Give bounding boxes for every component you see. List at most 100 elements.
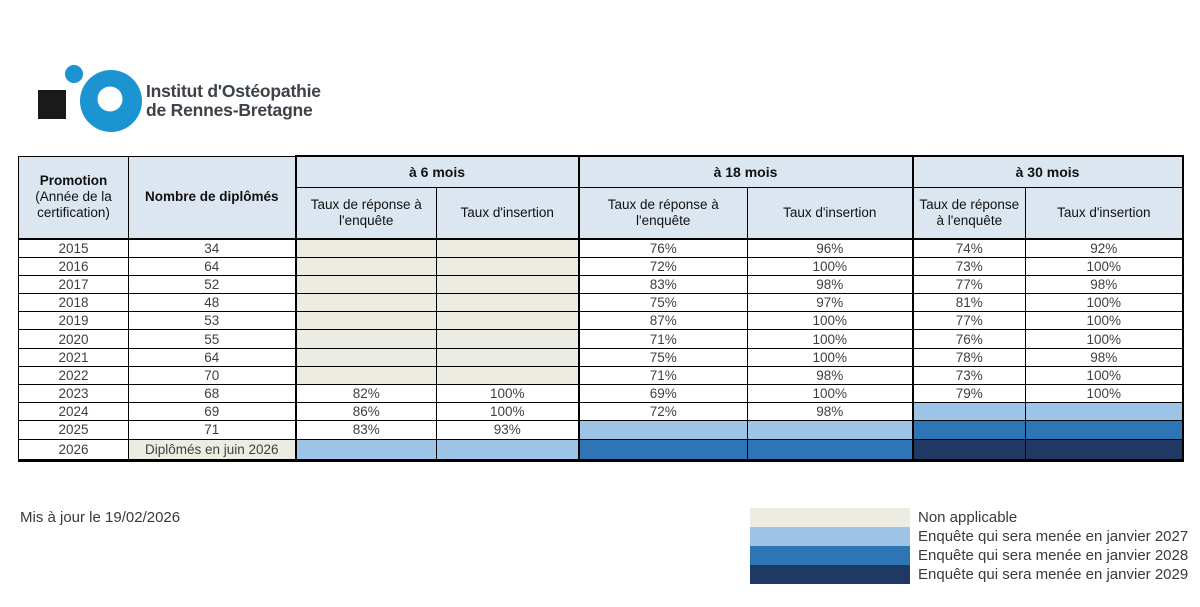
header-group-18-months: à 18 mois: [577, 155, 914, 188]
header-diplomes: Nombre de diplômés: [128, 155, 296, 240]
header-promotion-sub: (Année de la certification): [35, 189, 112, 221]
cell-value: 74%: [911, 238, 1027, 258]
cell-value: [436, 256, 579, 276]
cell-year: 2018: [18, 293, 129, 313]
header-response-18: Taux de réponse à l'enquête: [577, 186, 748, 240]
cell-diplomes: 69: [128, 402, 296, 422]
table-row: 2025 71 83% 93%: [18, 420, 1184, 440]
cell-value: 75%: [577, 293, 748, 313]
table-row: 2024 69 86% 100% 72% 98%: [18, 402, 1184, 422]
legend-swatch: [750, 508, 910, 527]
cell-value: 76%: [577, 238, 748, 258]
cell-diplomes: 70: [128, 365, 296, 386]
table-row: 2023 68 82% 100% 69% 100% 79% 100%: [18, 383, 1184, 404]
cell-value: [436, 293, 579, 313]
logo-title-line2: de Rennes-Bretagne: [146, 100, 313, 120]
cell-value: [911, 402, 1027, 422]
header-response-6: Taux de réponse à l'enquête: [294, 186, 437, 240]
cell-year: 2024: [18, 402, 129, 422]
legend-label: Enquête qui sera menée en janvier 2028: [918, 547, 1189, 564]
cell-value: 98%: [746, 402, 914, 422]
legend-label: Non applicable: [918, 509, 1018, 526]
cell-value: 100%: [1025, 293, 1184, 313]
logo-title: Institut d'Ostéopathie de Rennes-Bretagn…: [146, 82, 321, 120]
legend-label: Enquête qui sera menée en janvier 2029: [918, 566, 1189, 583]
insertion-rate-table: Promotion (Année de la certification) No…: [18, 155, 1184, 462]
cell-value: [436, 274, 579, 295]
cell-value: 79%: [911, 383, 1027, 404]
cell-value: [1025, 420, 1184, 440]
cell-value: [436, 329, 579, 349]
cell-value: 86%: [294, 402, 437, 422]
cell-value: 73%: [911, 365, 1027, 386]
cell-value: 83%: [294, 420, 437, 440]
cell-value: [1025, 402, 1184, 422]
cell-year: 2025: [18, 420, 129, 440]
cell-value: 100%: [746, 311, 914, 331]
cell-diplomes: 34: [128, 238, 296, 258]
cell-diplomes: 64: [128, 347, 296, 367]
cell-value: 100%: [1025, 383, 1184, 404]
cell-value: [746, 438, 914, 462]
cell-value: 77%: [911, 274, 1027, 295]
cell-value: 100%: [1025, 256, 1184, 276]
cell-value: [294, 293, 437, 313]
cell-value: 73%: [911, 256, 1027, 276]
cell-year: 2019: [18, 311, 129, 331]
cell-value: 100%: [1025, 365, 1184, 386]
legend-swatch: [750, 527, 910, 546]
cell-value: [436, 365, 579, 386]
legend-item: Enquête qui sera menée en janvier 2028: [750, 546, 1188, 565]
cell-value: 98%: [746, 274, 914, 295]
cell-value: 75%: [577, 347, 748, 367]
cell-value: [436, 311, 579, 331]
cell-year: 2015: [18, 238, 129, 258]
cell-value: 72%: [577, 256, 748, 276]
cell-value: 92%: [1025, 238, 1184, 258]
cell-value: 71%: [577, 365, 748, 386]
cell-diplomes: 71: [128, 420, 296, 440]
header-group-6-months: à 6 mois: [294, 155, 579, 188]
table-row: 2018 48 75% 97% 81% 100%: [18, 293, 1184, 313]
table-row: 2019 53 87% 100% 77% 100%: [18, 311, 1184, 331]
legend-swatch: [750, 565, 910, 584]
cell-year: 2016: [18, 256, 129, 276]
cell-value: [294, 238, 437, 258]
legend-item: Enquête qui sera menée en janvier 2029: [750, 565, 1188, 584]
cell-value: 100%: [746, 256, 914, 276]
cell-value: 87%: [577, 311, 748, 331]
cell-value: 100%: [746, 383, 914, 404]
cell-value: 100%: [436, 402, 579, 422]
header-promotion: Promotion (Année de la certification): [18, 155, 129, 240]
cell-value: [911, 420, 1027, 440]
legend-item: Non applicable: [750, 508, 1188, 527]
legend-item: Enquête qui sera menée en janvier 2027: [750, 527, 1188, 546]
cell-value: 83%: [577, 274, 748, 295]
cell-value: [436, 438, 579, 462]
cell-value: [577, 438, 748, 462]
table-row: 2021 64 75% 100% 78% 98%: [18, 347, 1184, 367]
cell-value: 100%: [1025, 311, 1184, 331]
header-response-30: Taux de réponse à l'enquête: [911, 186, 1027, 240]
legend-label: Enquête qui sera menée en janvier 2027: [918, 528, 1189, 545]
table-row: 2026 Diplômés en juin 2026: [18, 438, 1184, 462]
cell-value: 100%: [746, 329, 914, 349]
legend-swatch: [750, 546, 910, 565]
cell-value: [294, 256, 437, 276]
cell-value: [746, 420, 914, 440]
cell-value: 98%: [1025, 347, 1184, 367]
legend: Non applicable Enquête qui sera menée en …: [750, 508, 1188, 584]
cell-year: 2023: [18, 383, 129, 404]
header-insertion-18: Taux d'insertion: [746, 186, 914, 240]
cell-value: 100%: [1025, 329, 1184, 349]
cell-year: 2017: [18, 274, 129, 295]
cell-value: 98%: [746, 365, 914, 386]
cell-value: [911, 438, 1027, 462]
table-row: 2022 70 71% 98% 73% 100%: [18, 365, 1184, 386]
cell-diplomes: 64: [128, 256, 296, 276]
updated-date: Mis à jour le 19/02/2026: [20, 509, 181, 526]
cell-year: 2021: [18, 347, 129, 367]
cell-value: 100%: [746, 347, 914, 367]
table-row: 2020 55 71% 100% 76% 100%: [18, 329, 1184, 349]
cell-value: [294, 365, 437, 386]
